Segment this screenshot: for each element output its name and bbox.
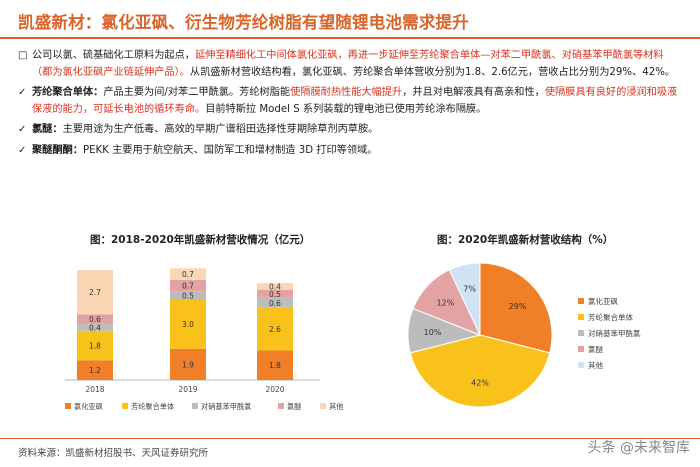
data-label: 0.6	[89, 315, 101, 324]
page-title: 凯盛新材：氯化亚砜、衍生物芳纶树脂有望随锂电池需求提升	[18, 13, 469, 32]
bar-segment	[77, 269, 113, 315]
data-label: 1.2	[89, 366, 101, 375]
legend-swatch	[578, 346, 584, 352]
bullet-text-part: 目前特斯拉 Model S 系列装载的锂电池已使用芳纶涂布隔膜。	[205, 103, 487, 115]
legend-label: 氯醚	[588, 344, 603, 354]
bullet-item: ✓ 氯醚：主要用途为生产低毒、高效的早期广谱稻田选择性芽期除草剂丙草胺。	[18, 122, 683, 139]
bullet-text-part: 主要用途为生产低毒、高效的早期广谱稻田选择性芽期除草剂丙草胺。	[62, 124, 379, 136]
legend-swatch	[65, 403, 71, 409]
bullet-text: 芳纶聚合单体：产品主要为间/对苯二甲酰氯。芳纶树脂能使隔膜耐热性能大幅提升，并且…	[32, 87, 677, 115]
x-tick-label: 2018	[85, 385, 104, 394]
legend-label: 氯化亚砜	[588, 296, 618, 306]
legend-swatch	[320, 403, 326, 409]
bullet-text-part: 公司以氯、硫基础化工原料为起点，	[32, 50, 195, 61]
legend-label: 其他	[329, 402, 343, 411]
legend-label: 芳纶聚合单体	[131, 402, 174, 411]
bar-segment	[257, 297, 293, 308]
pie-chart-title: 图：2020年凯盛新材营收结构（%）	[437, 234, 614, 246]
bar-segment	[170, 268, 206, 280]
bullet-text: 氯醚：主要用途为生产低毒、高效的早期广谱稻田选择性芽期除草剂丙草胺。	[32, 124, 378, 135]
slice-label: 7%	[463, 285, 476, 294]
x-tick-label: 2019	[178, 385, 197, 394]
bar-segment	[77, 314, 113, 325]
bar-segment	[170, 299, 206, 349]
bullet-label: 氯醚：	[32, 124, 63, 136]
legend-label: 氯醚	[287, 402, 301, 411]
slice-label: 29%	[509, 302, 527, 311]
x-tick-label: 2020	[265, 385, 284, 394]
bullet-label: 聚醚酮酮：	[32, 144, 83, 156]
legend-swatch	[578, 330, 584, 336]
bullet-label: 芳纶聚合单体：	[32, 87, 104, 99]
legend-label: 其他	[588, 360, 603, 370]
data-label: 0.4	[89, 323, 101, 332]
data-label: 0.4	[269, 282, 281, 291]
bullet-highlight: 使隔膜耐热性能大幅提升	[290, 87, 403, 99]
legend-swatch	[278, 403, 284, 409]
bar-segment	[77, 324, 113, 331]
pie-slice	[479, 262, 553, 354]
legend-swatch	[578, 314, 584, 320]
legend-label: 芳纶聚合单体	[588, 312, 633, 322]
bar-segment	[257, 289, 293, 298]
legend-label: 对硝基苯甲酰氯	[588, 328, 641, 338]
bar-chart-title: 图：2018-2020年凯盛新材营收情况（亿元）	[90, 234, 311, 246]
bullet-text-part: 产品主要为间/对苯二甲酰氯。芳纶树脂能	[103, 87, 291, 99]
slice-label: 12%	[436, 298, 454, 307]
data-label: 0.7	[182, 282, 194, 291]
data-label: 1.9	[182, 360, 194, 369]
data-label: 2.6	[269, 325, 281, 334]
bullet-text-part: PEKK 主要用于航空航天、国防军工和增材制造 3D 打印等领域。	[82, 144, 378, 156]
bullet-text-part: 从凯盛新材营收结构看，氯化亚砜、芳纶聚合单体营收分别为1.8、2.6亿元，营收占…	[189, 66, 676, 78]
bullet-highlight: 延伸至精细化工中间体氯化亚砜，再进一步延伸至芳纶聚合单体—对苯二甲酰氯、对硝基苯…	[32, 50, 664, 78]
bullet-text: 公司以氯、硫基础化工原料为起点，延伸至精细化工中间体氯化亚砜，再进一步延伸至芳纶…	[32, 50, 675, 78]
bar-segment	[77, 330, 113, 361]
data-label: 0.5	[269, 290, 281, 299]
bar-segment	[257, 283, 293, 290]
title-divider	[0, 37, 700, 39]
check-icon: ✓	[18, 124, 27, 136]
bar-segment	[170, 279, 206, 292]
bullet-text-part: ，并且对电解液具有高亲和性，	[402, 87, 545, 99]
data-label: 0.6	[269, 299, 281, 308]
check-icon: ✓	[18, 87, 27, 99]
bar-segment	[170, 348, 206, 380]
data-label: 1.8	[89, 342, 101, 351]
data-label: 2.7	[89, 288, 101, 297]
legend-swatch	[122, 403, 128, 409]
pie-slice	[448, 262, 481, 336]
bullet-list: □ 公司以氯、硫基础化工原料为起点，延伸至精细化工中间体氯化亚砜，再进一步延伸至…	[18, 48, 683, 164]
bar-chart: 1.21.80.40.62.720181.93.00.50.70.720191.…	[65, 268, 343, 411]
bar-segment	[170, 291, 206, 300]
legend-label: 氯化亚砜	[74, 402, 103, 411]
source-note: 资料来源：凯盛新材招股书、天风证券研究所	[18, 448, 209, 459]
watermark: 头条 @未来智库	[587, 440, 690, 456]
data-label: 1.8	[269, 361, 281, 370]
legend-swatch	[192, 403, 198, 409]
data-label: 0.5	[182, 291, 194, 300]
bullet-highlight: 使隔膜具有良好的浸润和吸液保液的能力，可延长电池的循环寿命。	[32, 87, 678, 115]
legend-swatch	[578, 298, 584, 304]
pie-slice	[409, 334, 551, 408]
slice-label: 42%	[471, 379, 489, 388]
bar-segment	[257, 350, 293, 380]
data-label: 3.0	[182, 320, 194, 329]
bullet-item: ✓ 芳纶聚合单体：产品主要为间/对苯二甲酰氯。芳纶树脂能使隔膜耐热性能大幅提升，…	[18, 85, 683, 118]
check-icon: ✓	[18, 144, 27, 156]
data-label: 0.7	[182, 270, 194, 279]
bar-segment	[77, 360, 113, 380]
bar-segment	[257, 307, 293, 351]
legend-swatch	[578, 362, 584, 368]
bullet-item: ✓ 聚醚酮酮：PEKK 主要用于航空航天、国防军工和增材制造 3D 打印等领域。	[18, 143, 683, 160]
footer-divider	[0, 438, 700, 439]
legend-label: 对硝基苯甲酰氯	[201, 402, 251, 411]
slice-label: 10%	[424, 328, 442, 337]
bullet-item: □ 公司以氯、硫基础化工原料为起点，延伸至精细化工中间体氯化亚砜，再进一步延伸至…	[18, 48, 683, 81]
bullet-text: 聚醚酮酮：PEKK 主要用于航空航天、国防军工和增材制造 3D 打印等领域。	[32, 145, 377, 156]
square-bullet-icon: □	[18, 50, 28, 61]
